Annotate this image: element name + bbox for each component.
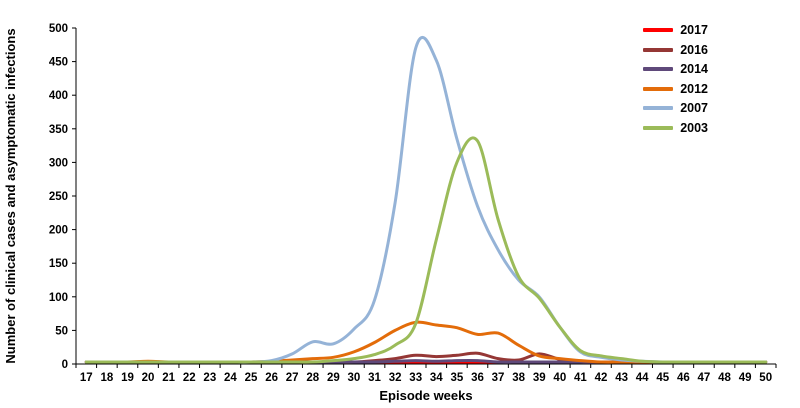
legend-swatch-2014 (643, 67, 674, 72)
x-tick-label: 32 (389, 372, 402, 384)
x-tick-label: 19 (121, 372, 134, 384)
x-tick-label: 47 (698, 372, 711, 384)
y-tick-label: 400 (49, 90, 68, 102)
y-tick-label: 500 (49, 23, 68, 35)
x-tick-label: 34 (430, 372, 443, 384)
legend-label-2014: 2014 (680, 62, 708, 76)
x-tick-label: 40 (553, 372, 566, 384)
legend-swatch-2012 (643, 86, 674, 91)
x-tick-label: 44 (636, 372, 649, 384)
x-tick-label: 39 (533, 372, 546, 384)
x-tick-label: 31 (368, 372, 381, 384)
x-tick-label: 35 (450, 372, 463, 384)
legend-swatch-2016 (643, 47, 674, 52)
x-tick-label: 21 (162, 372, 175, 384)
x-tick-label: 22 (183, 372, 196, 384)
x-tick-label: 48 (718, 372, 731, 384)
y-tick-label: 50 (55, 325, 68, 337)
x-tick-label: 43 (615, 372, 628, 384)
legend-item-2017: 2017 (643, 24, 708, 37)
legend-item-2007: 2007 (643, 102, 708, 115)
legend-swatch-2017 (643, 28, 674, 33)
x-tick-label: 29 (327, 372, 340, 384)
x-tick-label: 17 (80, 372, 93, 384)
x-tick-label: 50 (759, 372, 772, 384)
legend-item-2016: 2016 (643, 42, 708, 57)
chart-series (84, 36, 768, 364)
x-tick-label: 41 (574, 372, 587, 384)
x-axis-title: Episode weeks (379, 388, 472, 403)
legend-label-2017: 2017 (680, 23, 708, 37)
y-tick-label: 350 (49, 124, 68, 136)
legend-label-2003: 2003 (680, 120, 708, 135)
y-tick-label: 150 (49, 258, 68, 270)
legend-item-2012: 2012 (643, 81, 708, 96)
legend-item-2014: 2014 (643, 63, 708, 76)
legend-swatch-2007 (643, 106, 674, 111)
x-tick-label: 28 (306, 372, 319, 384)
x-tick-label: 38 (512, 372, 525, 384)
x-tick-label: 23 (203, 372, 216, 384)
legend-item-2003: 2003 (643, 120, 708, 135)
chart-axes: 0 50 100 150 200 250 300 350 400 450 500 17 18 19 20 21… (49, 23, 777, 384)
legend-swatch-2003 (643, 125, 674, 130)
legend-label-2007: 2007 (680, 101, 708, 115)
x-tick-label: 45 (656, 372, 669, 384)
series-line-2003 (84, 136, 768, 364)
y-tick-label: 0 (62, 359, 68, 371)
y-tick-label: 300 (49, 157, 68, 169)
x-tick-label: 20 (142, 372, 155, 384)
x-tick-label: 24 (224, 372, 237, 384)
x-tick-label: 30 (348, 372, 361, 384)
x-tick-label: 46 (677, 372, 690, 384)
legend-label-2016: 2016 (680, 42, 708, 57)
y-axis-title: Number of clinical cases and asymptomati… (3, 28, 18, 363)
chart-legend: 2017 2016 2014 2012 2007 2003 (643, 24, 708, 134)
x-tick-label: 18 (100, 372, 113, 384)
x-tick-label: 26 (265, 372, 278, 384)
y-tick-label: 100 (49, 292, 68, 304)
x-tick-label: 36 (471, 372, 484, 384)
x-tick-label: 37 (492, 372, 505, 384)
x-tick-label: 49 (739, 372, 752, 384)
x-tick-label: 27 (286, 372, 299, 384)
y-tick-label: 200 (49, 225, 68, 237)
legend-label-2012: 2012 (680, 81, 708, 96)
x-tick-label: 25 (245, 372, 258, 384)
x-tick-label: 33 (409, 372, 422, 384)
x-tick-label: 42 (595, 372, 608, 384)
y-tick-label: 250 (49, 191, 68, 203)
y-tick-label: 450 (49, 57, 68, 69)
